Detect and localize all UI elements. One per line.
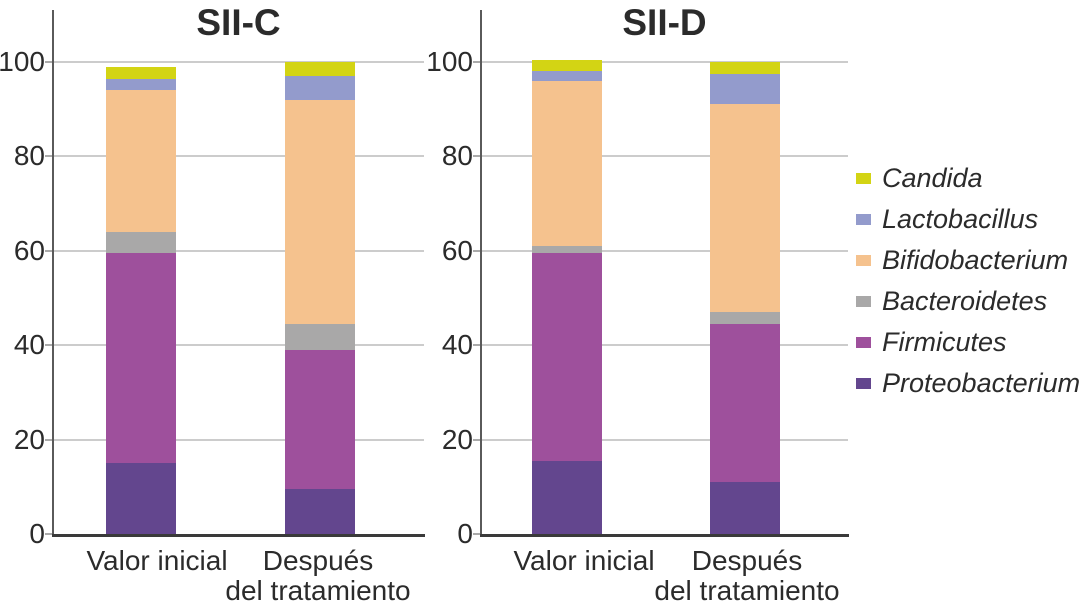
legend-swatch-candida [856, 172, 871, 184]
bar-segment-proteobacterium [285, 489, 355, 534]
bar-segment-proteobacterium [106, 463, 176, 534]
legend-item-lactobacillus: Lactobacillus [856, 203, 1038, 235]
gridline-40 [53, 344, 424, 347]
y-tick-label-20: 20 [441, 423, 473, 455]
y-tick-100 [45, 61, 52, 63]
legend-label: Lactobacillus [882, 204, 1039, 234]
gridline-100 [53, 61, 424, 63]
gridline-80 [481, 155, 848, 158]
bar-segment-firmicutes [285, 349, 355, 490]
bar-segment-candida [532, 59, 602, 72]
legend-swatch-firmicutes [856, 336, 871, 348]
gridline-80 [53, 155, 424, 158]
bar-segment-bifidobacterium [532, 80, 602, 247]
x-axis [480, 534, 849, 537]
y-tick-40 [473, 344, 480, 347]
y-tick-20 [45, 438, 52, 441]
y-axis [480, 10, 482, 537]
bar-segment-candida [106, 66, 176, 79]
bar-segment-lactobacillus [106, 78, 176, 91]
category-label-line: del tratamiento [225, 575, 411, 606]
legend-item-candida: Candida [856, 162, 983, 194]
bar-segment-candida [285, 62, 355, 77]
bar-segment-bifidobacterium [285, 99, 355, 324]
bar-segment-bacteroidetes [285, 323, 355, 350]
gridline-60 [481, 249, 848, 252]
gridline-20 [481, 438, 848, 441]
legend-item-firmicutes: Firmicutes [856, 326, 1007, 358]
legend-label: Bacteroidetes [882, 286, 1048, 316]
y-tick-0 [473, 533, 480, 535]
bar-segment-bacteroidetes [532, 246, 602, 254]
bar-segment-proteobacterium [532, 460, 602, 534]
y-tick-0 [45, 533, 52, 535]
y-tick-label-40: 40 [13, 329, 45, 361]
category-label-line: Valor inicial [86, 545, 228, 576]
y-axis [52, 10, 54, 537]
legend-swatch-bacteroidetes [856, 295, 871, 307]
bar-segment-bacteroidetes [106, 231, 176, 254]
legend-label: Bifidobacterium [882, 245, 1069, 275]
legend-item-proteobacterium: Proteobacterium [856, 367, 1080, 399]
category-label-line: del tratamiento [654, 575, 840, 606]
gridline-100 [481, 61, 848, 63]
bar-segment-proteobacterium [710, 482, 780, 534]
y-tick-label-80: 80 [441, 140, 473, 172]
bar-segment-lactobacillus [532, 71, 602, 81]
y-tick-label-0: 0 [457, 518, 473, 549]
category-label-line: Después [691, 545, 803, 576]
bar-segment-bacteroidetes [710, 312, 780, 324]
y-tick-80 [473, 155, 480, 158]
legend-item-bacteroidetes: Bacteroidetes [856, 285, 1047, 317]
y-tick-label-100: 100 [0, 46, 45, 77]
legend-label: Proteobacterium [882, 368, 1081, 398]
bar-segment-lactobacillus [710, 73, 780, 105]
bar-segment-bifidobacterium [106, 90, 176, 232]
y-tick-label-20: 20 [13, 423, 45, 455]
y-tick-20 [473, 438, 480, 441]
y-tick-40 [45, 344, 52, 347]
category-label-line: Después [262, 545, 374, 576]
y-tick-label-60: 60 [441, 234, 473, 266]
y-tick-60 [45, 249, 52, 252]
y-tick-label-100: 100 [426, 46, 473, 77]
y-tick-label-80: 80 [13, 140, 45, 172]
chart-title-sii-c: SII-C [196, 2, 281, 43]
gridline-60 [53, 249, 424, 252]
chart-title-sii-d: SII-D [622, 2, 707, 43]
bar-segment-candida [710, 62, 780, 74]
gridline-20 [53, 438, 424, 441]
y-tick-label-40: 40 [441, 329, 473, 361]
bar-segment-bifidobacterium [710, 104, 780, 313]
y-tick-60 [473, 249, 480, 252]
x-axis [52, 534, 425, 537]
y-tick-80 [45, 155, 52, 158]
bar-segment-firmicutes [106, 253, 176, 464]
legend-item-bifidobacterium: Bifidobacterium [856, 244, 1068, 276]
legend-swatch-bifidobacterium [856, 254, 871, 266]
legend-label: Firmicutes [882, 327, 1007, 357]
bar-segment-firmicutes [532, 253, 602, 461]
legend-swatch-lactobacillus [856, 213, 871, 225]
y-tick-100 [473, 61, 480, 63]
legend-swatch-proteobacterium [856, 377, 871, 389]
y-tick-label-0: 0 [29, 518, 45, 549]
category-label-line: Valor inicial [513, 545, 655, 576]
y-tick-label-60: 60 [13, 234, 45, 266]
bar-segment-lactobacillus [285, 76, 355, 100]
bar-segment-firmicutes [710, 323, 780, 483]
legend-label: Candida [882, 163, 983, 193]
gridline-40 [481, 344, 848, 347]
